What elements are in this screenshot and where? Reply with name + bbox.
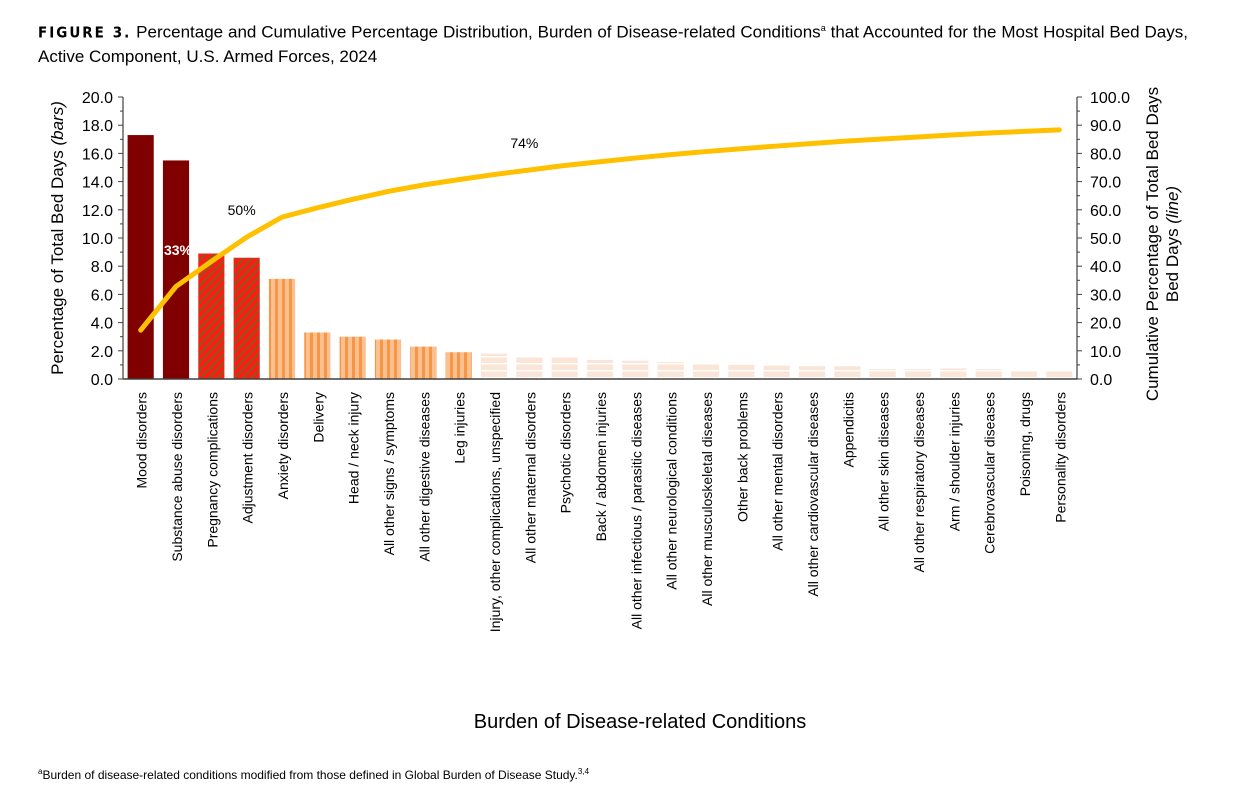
- bar-9: [410, 346, 437, 379]
- left-tick-label: 12.0: [82, 203, 113, 220]
- bar-17: [692, 363, 720, 379]
- right-tick-label: 20.0: [1090, 316, 1121, 333]
- title-text: Percentage and Cumulative Percentage Dis…: [136, 22, 821, 42]
- bar-24: [940, 368, 967, 379]
- category-label: Substance abuse disorders: [169, 392, 185, 562]
- bar-21: [834, 366, 861, 379]
- category-label: Pregnancy complications: [204, 392, 220, 548]
- annotation-label: 74%: [510, 135, 538, 151]
- bar-15: [622, 360, 649, 379]
- right-axis-title: Cumulative Percentage of Total Bed Days: [1143, 87, 1162, 401]
- category-label: Personality disorders: [1052, 392, 1068, 523]
- bar-20: [798, 366, 826, 379]
- figure-label: FIGURE 3.: [38, 23, 132, 42]
- bar-18: [728, 364, 755, 379]
- left-tick-label: 16.0: [82, 146, 113, 163]
- right-tick-label: 90.0: [1090, 118, 1121, 135]
- left-tick-label: 4.0: [91, 316, 113, 333]
- category-label: All other neurological conditions: [664, 392, 680, 590]
- right-tick-label: 50.0: [1090, 231, 1121, 248]
- bar-25: [975, 369, 1002, 379]
- category-label: Head / neck injury: [346, 392, 362, 504]
- bar-1: [127, 135, 154, 379]
- bar-14: [586, 359, 614, 379]
- footnote-marker: a: [38, 767, 43, 776]
- category-label: Arm / shoulder injuries: [946, 392, 962, 531]
- bar-16: [657, 362, 684, 379]
- bar-7: [339, 336, 366, 379]
- x-axis-title: Burden of Disease-related Conditions: [474, 711, 806, 733]
- left-tick-label: 20.0: [82, 90, 113, 107]
- bar-3: [198, 253, 225, 379]
- category-label: Poisoning, drugs: [1017, 392, 1033, 496]
- category-label: All other mental disorders: [770, 392, 786, 551]
- bar-23: [904, 369, 932, 379]
- annotation-label: 33%: [164, 242, 193, 258]
- category-label: Cerebrovascular diseases: [982, 392, 998, 554]
- bar-19: [763, 365, 790, 379]
- annotation-label: 50%: [228, 202, 256, 218]
- left-tick-label: 18.0: [82, 118, 113, 135]
- category-label: Adjustment disorders: [240, 392, 256, 524]
- category-label: All other skin diseases: [876, 392, 892, 531]
- left-tick-label: 10.0: [82, 231, 113, 248]
- left-tick-label: 6.0: [91, 287, 113, 304]
- category-label: All other musculoskeletal diseases: [699, 392, 715, 606]
- figure-title: FIGURE 3. Percentage and Cumulative Perc…: [38, 17, 1188, 68]
- line-layer: 33% 50% 74%: [138, 127, 1062, 333]
- category-label: All other respiratory diseases: [911, 392, 927, 573]
- category-label: All other cardiovascular diseases: [805, 392, 821, 597]
- axes-layer: 0.0 2.0 4.0 6.0 8.0 10.0 12.0 14.0 16.0 18.0 20.0 0…: [82, 90, 1130, 389]
- bar-13: [551, 356, 578, 379]
- bars-layer: [127, 135, 1073, 379]
- right-tick-label: 40.0: [1090, 259, 1121, 276]
- bar-8: [374, 339, 402, 379]
- right-tick-label: 60.0: [1090, 203, 1121, 220]
- footnote: aBurden of disease-related conditions mo…: [38, 767, 589, 782]
- right-tick-label: 100.0: [1090, 90, 1130, 107]
- bar-5: [268, 278, 296, 379]
- bar-12: [516, 356, 543, 379]
- category-label: Delivery: [310, 392, 326, 443]
- footnote-refs: 3,4: [577, 767, 590, 776]
- right-tick-label: 0.0: [1090, 372, 1112, 389]
- category-label: All other digestive diseases: [416, 392, 432, 562]
- left-tick-label: 0.0: [91, 372, 113, 389]
- category-label: Other back problems: [734, 392, 750, 522]
- title-text-after: that Accounted for the Most Hospital Bed…: [38, 22, 1188, 66]
- right-tick-label: 70.0: [1090, 175, 1121, 192]
- right-tick-label: 30.0: [1090, 287, 1121, 304]
- bar-6: [304, 332, 331, 379]
- category-label: Injury, other complications, unspecified: [487, 392, 503, 632]
- category-label: Anxiety disorders: [275, 392, 291, 499]
- category-label: All other infectious / parasitic disease…: [628, 392, 644, 629]
- left-tick-label: 8.0: [91, 259, 113, 276]
- bar-4: [233, 257, 260, 379]
- category-label: Back / abdomen injuries: [593, 392, 609, 541]
- left-axis-title: Percentage of Total Bed Days (bars): [48, 101, 67, 375]
- footnote-text: Burden of disease-related conditions mod…: [42, 768, 578, 782]
- bar-2: [162, 160, 190, 379]
- category-label: Psychotic disorders: [558, 392, 574, 513]
- bar-11: [480, 353, 508, 379]
- title-superscript: a: [820, 23, 826, 33]
- left-tick-label: 2.0: [91, 344, 113, 361]
- category-labels: Mood disorders Substance abuse disorders P…: [134, 392, 1069, 632]
- category-label: All other maternal disorders: [522, 392, 538, 563]
- bar-27: [1046, 371, 1073, 379]
- category-label: Appendicitis: [840, 392, 856, 468]
- right-axis-title-line2: Bed Days (line): [1163, 186, 1182, 302]
- category-label: All other signs / symptoms: [381, 392, 397, 555]
- left-tick-label: 14.0: [82, 175, 113, 192]
- bar-10: [445, 352, 472, 379]
- bar-22: [869, 369, 896, 379]
- category-label: Mood disorders: [134, 392, 150, 489]
- category-label: Leg injuries: [452, 392, 468, 464]
- right-tick-label: 10.0: [1090, 344, 1121, 361]
- right-tick-label: 80.0: [1090, 146, 1121, 163]
- bar-26: [1010, 371, 1038, 379]
- cumulative-line: [138, 127, 1062, 333]
